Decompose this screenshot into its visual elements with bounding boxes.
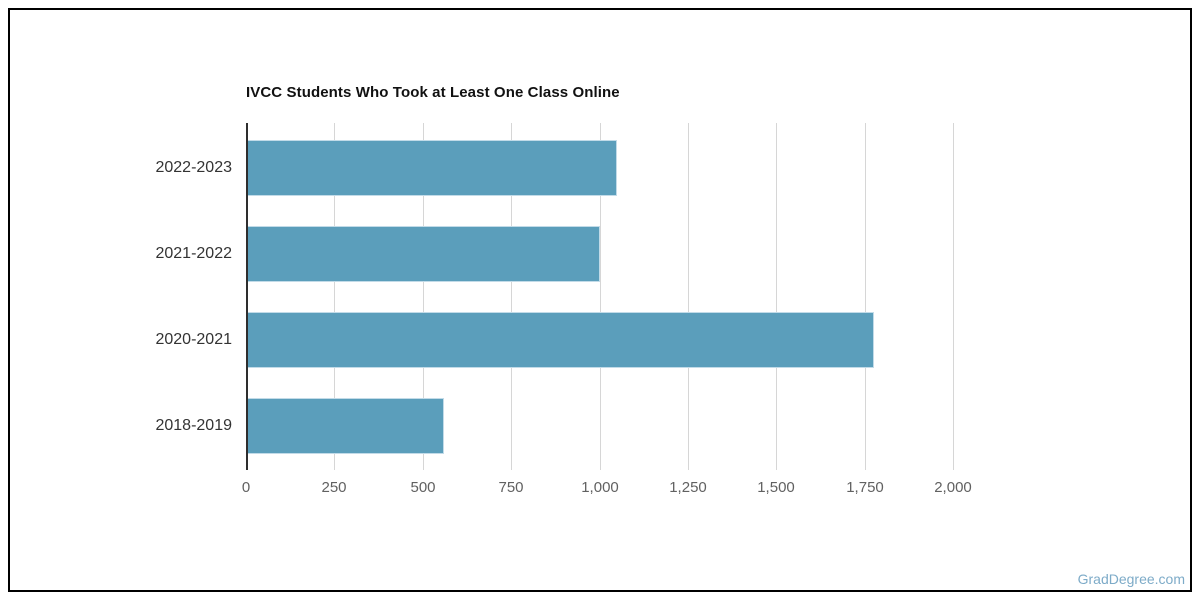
bar-2020-2021 bbox=[246, 312, 874, 368]
gridline-x-1500 bbox=[776, 123, 777, 470]
x-tick-label-750: 750 bbox=[498, 479, 524, 496]
gridline-x-1000 bbox=[600, 123, 601, 470]
x-tick-label-1000: 1,000 bbox=[581, 479, 619, 496]
category-label-2018-2019: 2018-2019 bbox=[155, 417, 232, 434]
x-tick-label-1250: 1,250 bbox=[669, 479, 707, 496]
category-label-2020-2021: 2020-2021 bbox=[155, 331, 232, 348]
chart-title: IVCC Students Who Took at Least One Clas… bbox=[246, 84, 620, 101]
plot-area bbox=[246, 123, 1026, 470]
category-label-2021-2022: 2021-2022 bbox=[155, 245, 232, 262]
watermark-link[interactable]: GradDegree.com bbox=[1077, 571, 1185, 587]
gridline-x-2000 bbox=[953, 123, 954, 470]
x-tick-label-1500: 1,500 bbox=[757, 479, 795, 496]
category-label-2022-2023: 2022-2023 bbox=[155, 159, 232, 176]
x-tick-label-2000: 2,000 bbox=[934, 479, 972, 496]
x-tick-label-250: 250 bbox=[321, 479, 347, 496]
x-tick-label-500: 500 bbox=[410, 479, 436, 496]
gridline-x-500 bbox=[423, 123, 424, 470]
bar-2021-2022 bbox=[246, 226, 600, 282]
bar-2022-2023 bbox=[246, 140, 617, 196]
bar-2018-2019 bbox=[246, 398, 444, 454]
x-tick-label-1750: 1,750 bbox=[846, 479, 884, 496]
gridline-x-1250 bbox=[688, 123, 689, 470]
y-axis-line bbox=[246, 123, 248, 470]
gridline-x-250 bbox=[334, 123, 335, 470]
gridline-x-750 bbox=[511, 123, 512, 470]
x-tick-label-0: 0 bbox=[241, 479, 251, 496]
gridline-x-1750 bbox=[865, 123, 866, 470]
